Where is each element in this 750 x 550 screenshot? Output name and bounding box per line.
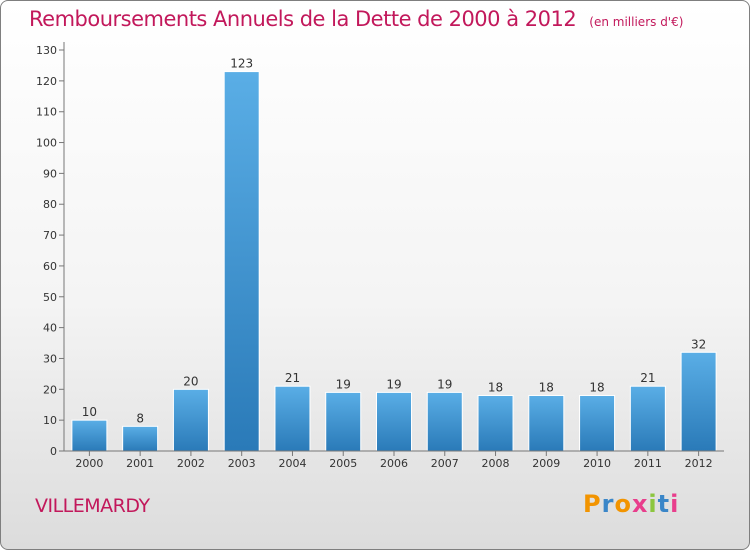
y-tick-label: 50 <box>43 291 57 304</box>
bar-2001 <box>122 425 159 452</box>
bar-2002 <box>172 388 209 452</box>
y-tick-label: 100 <box>36 137 57 150</box>
y-axis: 0 10 20 30 40 50 60 70 80 90 100 110 120 130 <box>36 42 65 458</box>
y-tick-label: 30 <box>43 352 57 365</box>
x-tick-label: 2009 <box>532 457 560 470</box>
data-label-2005: 19 <box>336 377 351 391</box>
x-tick-label: 2012 <box>685 457 713 470</box>
data-label-2010: 18 <box>589 380 604 394</box>
x-tick-label: 2000 <box>75 457 103 470</box>
y-tick-label: 130 <box>36 44 57 57</box>
y-tick-label: 70 <box>43 229 57 242</box>
proxiti-letter: x <box>631 490 649 518</box>
x-tick-label: 2006 <box>380 457 408 470</box>
data-label-2003: 123 <box>230 57 253 71</box>
x-tick-label: 2004 <box>278 457 306 470</box>
proxiti-letter: i <box>648 490 658 518</box>
bar-2006 <box>376 391 412 452</box>
data-label-2009: 18 <box>539 380 554 394</box>
bar-2010 <box>579 394 616 452</box>
x-axis: 2000 2001 2002 2003 2004 2005 2006 2007 2008 2009… <box>64 450 724 470</box>
bar-2011 <box>629 385 666 452</box>
bars: 10 8 20 123 21 19 19 19 18 18 18 21 32 <box>71 57 717 452</box>
bar-2007 <box>426 391 463 452</box>
proxiti-letter: r <box>601 490 615 518</box>
commune-name: VILLEMARDY <box>35 495 150 517</box>
proxiti-letter: i <box>670 490 680 518</box>
y-tick-label: 90 <box>43 167 57 180</box>
proxiti-letter: P <box>583 490 602 518</box>
chart-title-unit: (en milliers d'€) <box>589 15 684 29</box>
x-tick-label: 2003 <box>228 457 256 470</box>
y-tick-label: 80 <box>43 198 57 211</box>
x-tick-label: 2008 <box>482 457 510 470</box>
data-label-2007: 19 <box>437 377 452 391</box>
bar-2004 <box>274 385 311 452</box>
y-tick-label: 0 <box>50 445 57 458</box>
y-tick-label: 10 <box>43 414 57 427</box>
proxiti-letter: o <box>614 490 632 518</box>
y-tick-label: 110 <box>36 106 57 119</box>
x-tick-label: 2005 <box>329 457 357 470</box>
y-tick-label: 20 <box>43 383 57 396</box>
bar-2012 <box>680 351 717 452</box>
data-label-2006: 19 <box>386 377 401 391</box>
chart-title-main: Remboursements Annuels de la Dette de 20… <box>29 7 577 31</box>
bar-2008 <box>477 394 514 452</box>
data-label-2002: 20 <box>183 374 198 388</box>
proxiti-letter: t <box>657 490 671 518</box>
bar-2000 <box>71 419 108 452</box>
data-label-2004: 21 <box>285 371 300 385</box>
data-label-2012: 32 <box>691 337 706 351</box>
data-label-2001: 8 <box>136 411 144 425</box>
x-tick-label: 2011 <box>634 457 662 470</box>
x-tick-label: 2007 <box>431 457 459 470</box>
y-tick-label: 120 <box>36 75 57 88</box>
bar-2009 <box>528 394 565 452</box>
x-tick-label: 2001 <box>126 457 154 470</box>
bar-2005 <box>325 391 362 452</box>
chart-title: Remboursements Annuels de la Dette de 20… <box>29 7 683 31</box>
bar-2003 <box>223 71 260 452</box>
data-label-2000: 10 <box>82 405 97 419</box>
x-tick-label: 2010 <box>583 457 611 470</box>
data-label-2008: 18 <box>488 380 503 394</box>
data-label-2011: 21 <box>640 371 655 385</box>
x-tick-label: 2002 <box>177 457 205 470</box>
proxiti-logo: Proxiti <box>583 490 679 518</box>
y-tick-label: 60 <box>43 260 57 273</box>
y-tick-label: 40 <box>43 322 57 335</box>
